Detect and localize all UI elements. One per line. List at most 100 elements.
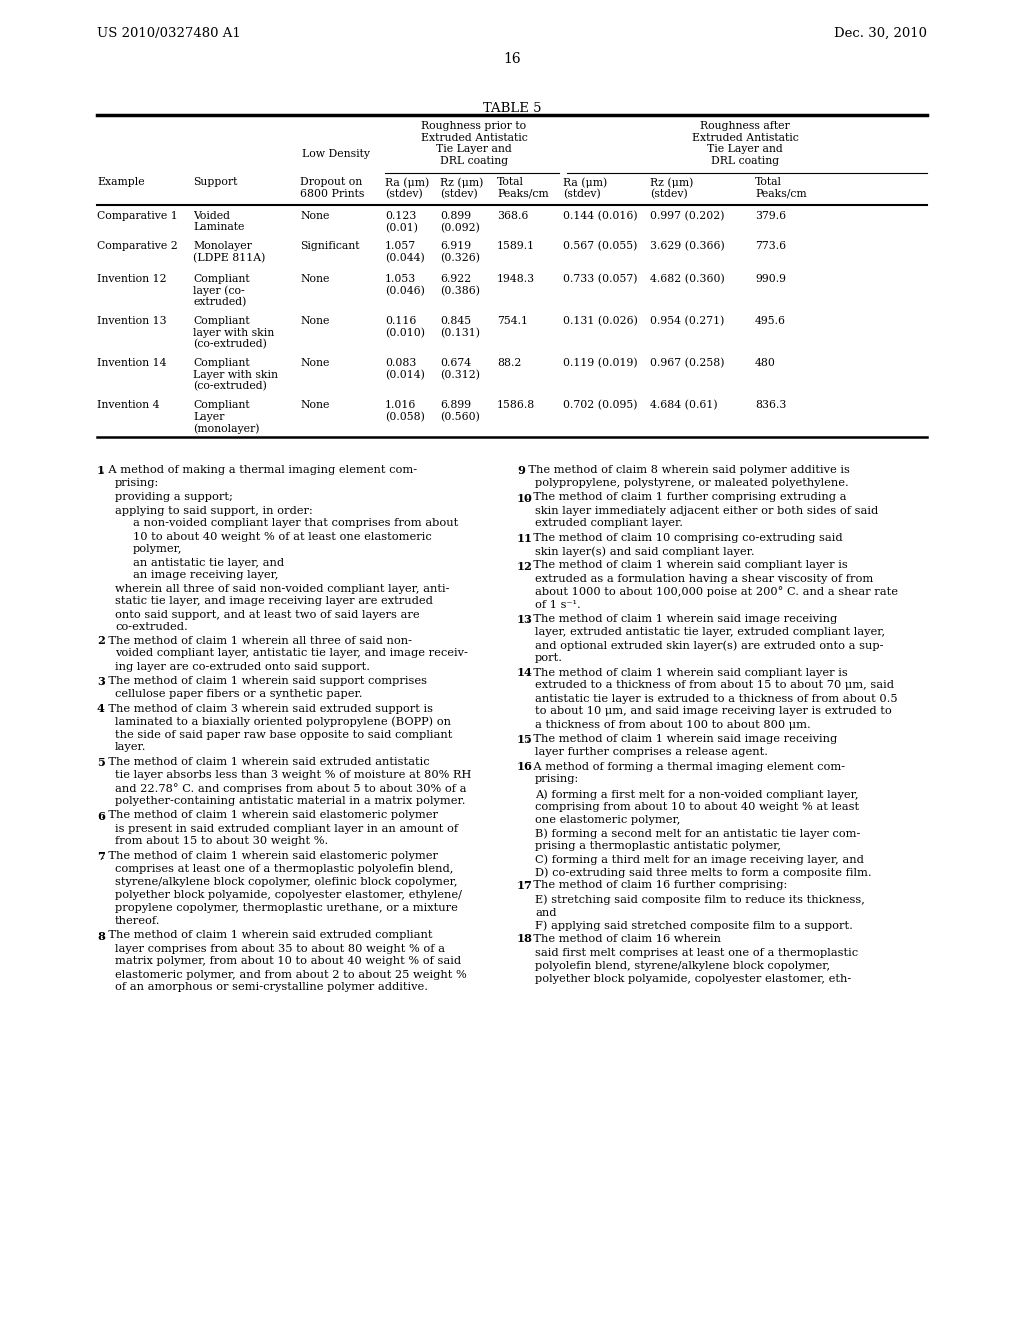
Text: skin layer immediately adjacent either or both sides of said: skin layer immediately adjacent either o… — [535, 506, 879, 516]
Text: to about 10 μm, and said image receiving layer is extruded to: to about 10 μm, and said image receiving… — [535, 706, 892, 717]
Text: comprising from about 10 to about 40 weight % at least: comprising from about 10 to about 40 wei… — [535, 803, 859, 812]
Text: Significant: Significant — [300, 242, 359, 251]
Text: 9: 9 — [517, 465, 525, 477]
Text: 754.1: 754.1 — [497, 315, 528, 326]
Text: 1589.1: 1589.1 — [497, 242, 536, 251]
Text: co-extruded.: co-extruded. — [115, 623, 187, 632]
Text: cellulose paper fibers or a synthetic paper.: cellulose paper fibers or a synthetic pa… — [115, 689, 362, 700]
Text: Monolayer: Monolayer — [193, 242, 252, 251]
Text: layer (co-: layer (co- — [193, 285, 245, 296]
Text: . The method of claim 10 comprising co-extruding said: . The method of claim 10 comprising co-e… — [525, 533, 842, 543]
Text: an antistatic tie layer, and: an antistatic tie layer, and — [133, 557, 284, 568]
Text: skin layer(s) and said compliant layer.: skin layer(s) and said compliant layer. — [535, 546, 755, 557]
Text: extruded to a thickness of from about 15 to about 70 μm, said: extruded to a thickness of from about 15… — [535, 681, 894, 690]
Text: wherein all three of said non-voided compliant layer, anti-: wherein all three of said non-voided com… — [115, 583, 450, 594]
Text: (0.014): (0.014) — [385, 370, 425, 380]
Text: layer, extruded antistatic tie layer, extruded compliant layer,: layer, extruded antistatic tie layer, ex… — [535, 627, 885, 638]
Text: . The method of claim 3 wherein said extruded support is: . The method of claim 3 wherein said ext… — [101, 704, 433, 714]
Text: TABLE 5: TABLE 5 — [482, 102, 542, 115]
Text: Dropout on
6800 Prints: Dropout on 6800 Prints — [300, 177, 365, 198]
Text: one elastomeric polymer,: one elastomeric polymer, — [535, 814, 680, 825]
Text: (0.044): (0.044) — [385, 252, 425, 263]
Text: Roughness after
Extruded Antistatic
Tie Layer and
DRL coating: Roughness after Extruded Antistatic Tie … — [691, 121, 799, 166]
Text: 0.899: 0.899 — [440, 211, 471, 220]
Text: E) stretching said composite film to reduce its thickness,: E) stretching said composite film to red… — [535, 895, 865, 906]
Text: . The method of claim 1 wherein all three of said non-: . The method of claim 1 wherein all thre… — [101, 635, 413, 645]
Text: (0.312): (0.312) — [440, 370, 480, 380]
Text: None: None — [300, 275, 330, 284]
Text: 18: 18 — [517, 933, 532, 945]
Text: 1.016: 1.016 — [385, 400, 417, 411]
Text: None: None — [300, 358, 330, 368]
Text: . The method of claim 1 wherein said compliant layer is: . The method of claim 1 wherein said com… — [525, 561, 847, 570]
Text: 836.3: 836.3 — [755, 400, 786, 411]
Text: tie layer absorbs less than 3 weight % of moisture at 80% RH: tie layer absorbs less than 3 weight % o… — [115, 770, 471, 780]
Text: 1: 1 — [97, 465, 105, 477]
Text: . The method of claim 1 wherein said extruded compliant: . The method of claim 1 wherein said ext… — [101, 931, 433, 940]
Text: 0.144 (0.016): 0.144 (0.016) — [563, 211, 638, 222]
Text: Invention 13: Invention 13 — [97, 315, 167, 326]
Text: matrix polymer, from about 10 to about 40 weight % of said: matrix polymer, from about 10 to about 4… — [115, 957, 461, 966]
Text: polymer,: polymer, — [133, 544, 182, 554]
Text: . A method of making a thermal imaging element com-: . A method of making a thermal imaging e… — [101, 465, 418, 475]
Text: Invention 4: Invention 4 — [97, 400, 160, 411]
Text: D) co-extruding said three melts to form a composite film.: D) co-extruding said three melts to form… — [535, 867, 871, 878]
Text: Compliant: Compliant — [193, 358, 250, 368]
Text: (co-extruded): (co-extruded) — [193, 339, 267, 350]
Text: a thickness of from about 100 to about 800 μm.: a thickness of from about 100 to about 8… — [535, 719, 811, 730]
Text: 4.682 (0.360): 4.682 (0.360) — [650, 275, 725, 284]
Text: (0.560): (0.560) — [440, 412, 480, 422]
Text: Dec. 30, 2010: Dec. 30, 2010 — [834, 26, 927, 40]
Text: (0.01): (0.01) — [385, 223, 418, 232]
Text: 990.9: 990.9 — [755, 275, 786, 284]
Text: (0.058): (0.058) — [385, 412, 425, 422]
Text: Rz (μm)
(stdev): Rz (μm) (stdev) — [650, 177, 693, 199]
Text: 0.967 (0.258): 0.967 (0.258) — [650, 358, 725, 368]
Text: styrene/alkylene block copolymer, olefinic block copolymer,: styrene/alkylene block copolymer, olefin… — [115, 876, 458, 887]
Text: 14: 14 — [517, 668, 532, 678]
Text: polyether block polyamide, copolyester elastomer, eth-: polyether block polyamide, copolyester e… — [535, 974, 851, 983]
Text: 16: 16 — [517, 762, 532, 772]
Text: of 1 s⁻¹.: of 1 s⁻¹. — [535, 599, 581, 610]
Text: (monolayer): (monolayer) — [193, 422, 259, 433]
Text: . The method of claim 1 wherein said image receiving: . The method of claim 1 wherein said ima… — [525, 734, 837, 744]
Text: 6: 6 — [97, 810, 104, 821]
Text: 0.702 (0.095): 0.702 (0.095) — [563, 400, 638, 411]
Text: (0.092): (0.092) — [440, 223, 480, 232]
Text: 0.733 (0.057): 0.733 (0.057) — [563, 275, 638, 284]
Text: . The method of claim 1 further comprising extruding a: . The method of claim 1 further comprisi… — [525, 492, 846, 503]
Text: US 2010/0327480 A1: US 2010/0327480 A1 — [97, 26, 241, 40]
Text: of an amorphous or semi-crystalline polymer additive.: of an amorphous or semi-crystalline poly… — [115, 982, 428, 993]
Text: 6.919: 6.919 — [440, 242, 471, 251]
Text: Laminate: Laminate — [193, 223, 245, 232]
Text: . The method of claim 1 wherein said support comprises: . The method of claim 1 wherein said sup… — [101, 676, 427, 686]
Text: and optional extruded skin layer(s) are extruded onto a sup-: and optional extruded skin layer(s) are … — [535, 640, 884, 651]
Text: 379.6: 379.6 — [755, 211, 786, 220]
Text: None: None — [300, 211, 330, 220]
Text: Low Density: Low Density — [302, 149, 370, 158]
Text: layer with skin: layer with skin — [193, 327, 274, 338]
Text: Compliant: Compliant — [193, 315, 250, 326]
Text: prising a thermoplastic antistatic polymer,: prising a thermoplastic antistatic polym… — [535, 841, 781, 851]
Text: 773.6: 773.6 — [755, 242, 786, 251]
Text: the side of said paper raw base opposite to said compliant: the side of said paper raw base opposite… — [115, 730, 453, 739]
Text: static tie layer, and image receiving layer are extruded: static tie layer, and image receiving la… — [115, 597, 433, 606]
Text: 10: 10 — [517, 492, 532, 503]
Text: 0.997 (0.202): 0.997 (0.202) — [650, 211, 725, 222]
Text: laminated to a biaxially oriented polypropylene (BOPP) on: laminated to a biaxially oriented polypr… — [115, 717, 451, 727]
Text: . The method of claim 1 wherein said elastomeric polymer: . The method of claim 1 wherein said ela… — [101, 810, 438, 821]
Text: B) forming a second melt for an antistatic tie layer com-: B) forming a second melt for an antistat… — [535, 828, 860, 838]
Text: 11: 11 — [517, 533, 534, 544]
Text: prising:: prising: — [535, 775, 580, 784]
Text: Total
Peaks/cm: Total Peaks/cm — [755, 177, 807, 198]
Text: providing a support;: providing a support; — [115, 492, 232, 503]
Text: 17: 17 — [517, 880, 532, 891]
Text: 6.922: 6.922 — [440, 275, 471, 284]
Text: Total
Peaks/cm: Total Peaks/cm — [497, 177, 549, 198]
Text: Support: Support — [193, 177, 238, 187]
Text: elastomeric polymer, and from about 2 to about 25 weight %: elastomeric polymer, and from about 2 to… — [115, 969, 467, 979]
Text: . The method of claim 1 wherein said compliant layer is: . The method of claim 1 wherein said com… — [525, 668, 847, 677]
Text: 2: 2 — [97, 635, 104, 647]
Text: a non-voided compliant layer that comprises from about: a non-voided compliant layer that compri… — [133, 519, 459, 528]
Text: 12: 12 — [517, 561, 532, 572]
